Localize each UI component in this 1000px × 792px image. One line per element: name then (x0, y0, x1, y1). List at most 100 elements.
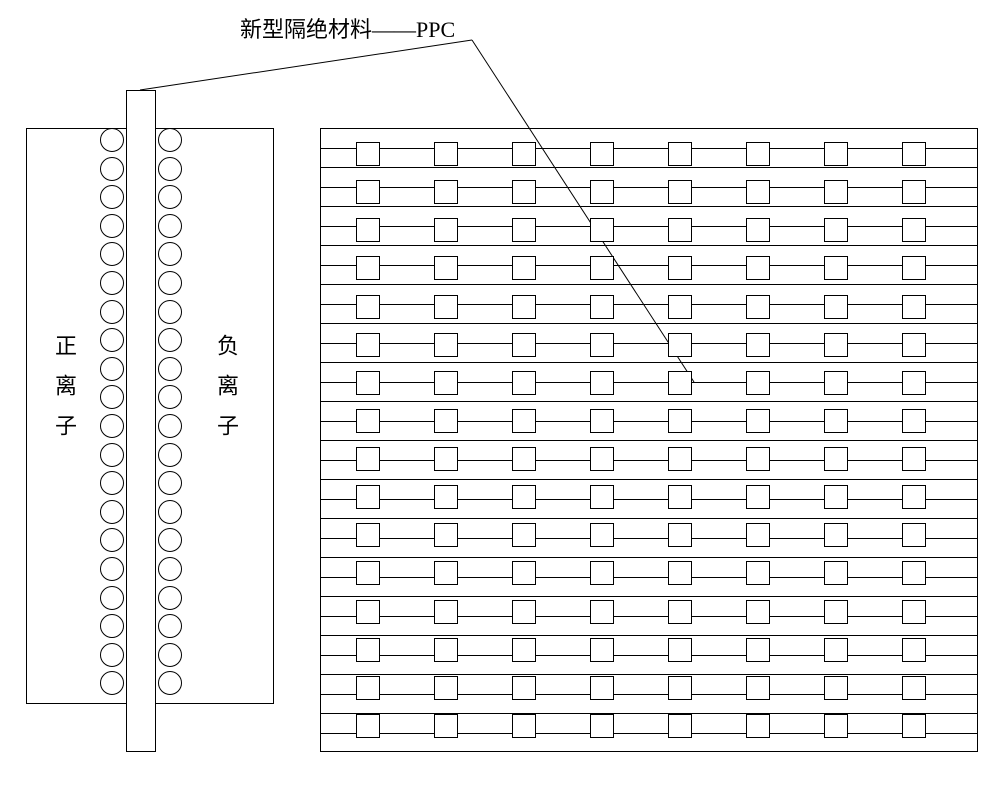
grid-square (356, 447, 380, 471)
ion-circle (158, 385, 182, 409)
square-column (824, 142, 848, 738)
grid-hline (320, 167, 978, 168)
grid-hline (320, 401, 978, 402)
ion-circle (158, 614, 182, 638)
grid-square (824, 295, 848, 319)
grid-square (512, 638, 536, 662)
grid-square (902, 676, 926, 700)
grid-square (902, 714, 926, 738)
ion-circle (100, 443, 124, 467)
grid-square (512, 180, 536, 204)
grid-hline (320, 187, 978, 188)
ion-circle (158, 300, 182, 324)
grid-hline (320, 304, 978, 305)
grid-square (668, 561, 692, 585)
grid-square (356, 409, 380, 433)
grid-square (434, 561, 458, 585)
grid-square (512, 256, 536, 280)
grid-square (590, 714, 614, 738)
ion-circle (100, 271, 124, 295)
grid-square (590, 256, 614, 280)
grid-square (356, 180, 380, 204)
ion-circle (100, 414, 124, 438)
grid-square (590, 447, 614, 471)
grid-square (434, 142, 458, 166)
grid-square (668, 447, 692, 471)
grid-square (356, 485, 380, 509)
grid-hline (320, 479, 978, 480)
grid-square (902, 447, 926, 471)
grid-square (590, 523, 614, 547)
grid-square (512, 142, 536, 166)
grid-hline (320, 557, 978, 558)
grid-square (356, 218, 380, 242)
ion-circle (158, 528, 182, 552)
grid-square (434, 180, 458, 204)
grid-square (356, 371, 380, 395)
grid-square (590, 561, 614, 585)
grid-square (668, 333, 692, 357)
square-column (356, 142, 380, 738)
grid-square (434, 447, 458, 471)
grid-square (590, 180, 614, 204)
grid-square (668, 714, 692, 738)
grid-hline (320, 616, 978, 617)
ion-circle (158, 357, 182, 381)
ion-circle (158, 271, 182, 295)
grid-hline (320, 713, 978, 714)
negative-ion-label: 负离子 (210, 334, 242, 454)
grid-square (902, 333, 926, 357)
grid-square (668, 142, 692, 166)
grid-square (512, 523, 536, 547)
grid-square (824, 447, 848, 471)
ion-circle (158, 471, 182, 495)
grid-hline (320, 245, 978, 246)
grid-square (356, 638, 380, 662)
grid-square (746, 218, 770, 242)
grid-square (746, 371, 770, 395)
grid-hline (320, 440, 978, 441)
grid-square (512, 295, 536, 319)
grid-square (434, 638, 458, 662)
grid-square (902, 561, 926, 585)
grid-square (356, 256, 380, 280)
grid-square (356, 714, 380, 738)
ion-circle (100, 471, 124, 495)
grid-square (746, 409, 770, 433)
grid-square (746, 523, 770, 547)
grid-square (434, 676, 458, 700)
grid-square (902, 600, 926, 624)
grid-square (356, 295, 380, 319)
ion-circle (100, 214, 124, 238)
grid-square (824, 676, 848, 700)
grid-hline (320, 635, 978, 636)
grid-square (590, 485, 614, 509)
grid-square (746, 180, 770, 204)
grid-square (746, 600, 770, 624)
grid-square (356, 561, 380, 585)
grid-square (434, 714, 458, 738)
grid-square (512, 333, 536, 357)
grid-square (434, 600, 458, 624)
grid-square (824, 142, 848, 166)
ion-circle (100, 586, 124, 610)
grid-hline (320, 382, 978, 383)
grid-square (824, 485, 848, 509)
square-column (668, 142, 692, 738)
grid-hline (320, 518, 978, 519)
grid-square (902, 485, 926, 509)
grid-square (434, 295, 458, 319)
grid-square (668, 371, 692, 395)
square-column (902, 142, 926, 738)
negative-ion-column (158, 128, 182, 700)
grid-hline (320, 499, 978, 500)
grid-square (746, 638, 770, 662)
ion-circle (158, 214, 182, 238)
grid-square (746, 333, 770, 357)
grid-square (902, 180, 926, 204)
grid-square (590, 371, 614, 395)
ion-circle (100, 528, 124, 552)
ion-circle (100, 185, 124, 209)
grid-square (668, 638, 692, 662)
grid-square (824, 523, 848, 547)
